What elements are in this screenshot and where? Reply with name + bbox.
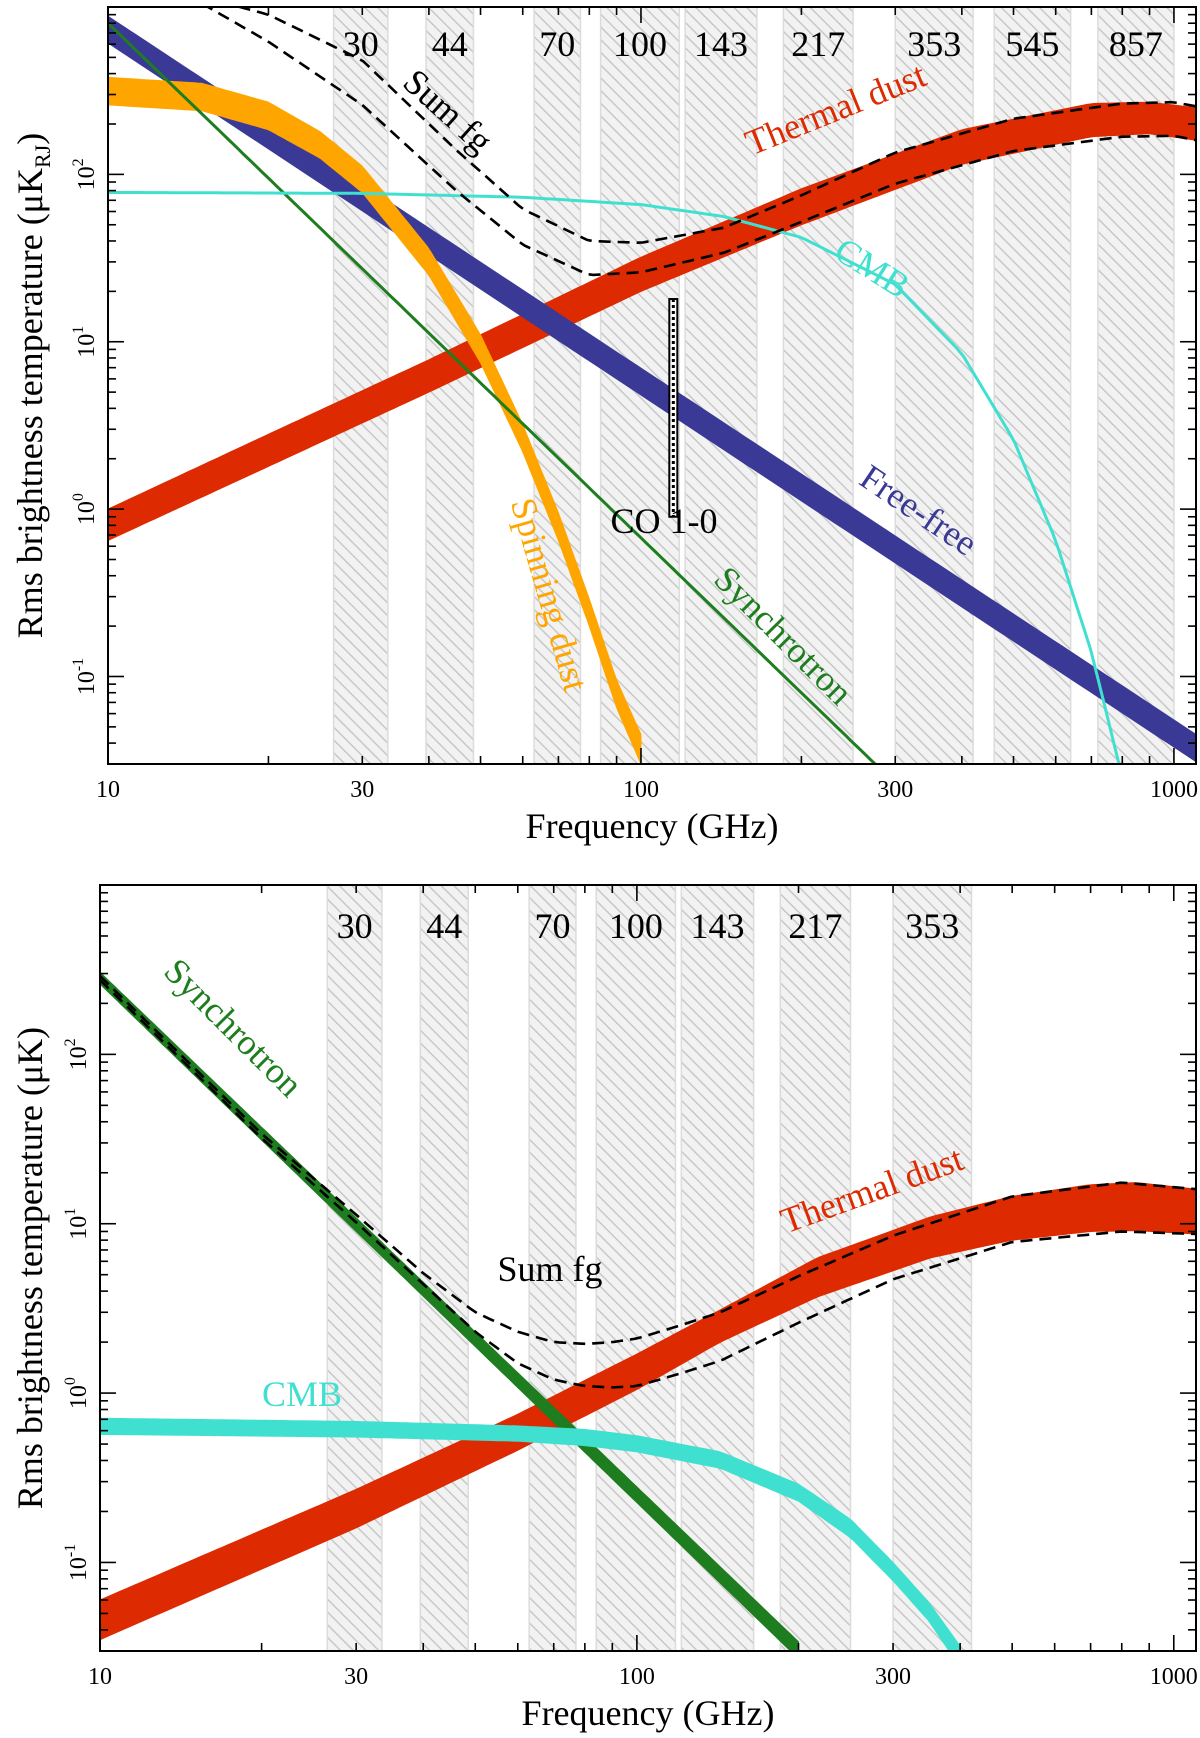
series-sum-fg-upper: [234, 7, 1196, 245]
y-tick-label-text: 10-1: [62, 1544, 92, 1581]
y-tick-label-text: 101: [70, 326, 100, 358]
band-label-353: 353: [907, 24, 961, 64]
band-143: [684, 7, 758, 764]
series-synchrotron: [100, 971, 799, 1651]
band-label-143: 143: [694, 24, 748, 64]
band-label-217: 217: [791, 24, 845, 64]
y-tick-exponent: 1: [70, 326, 87, 334]
label-synchrotron: Synchrotron: [156, 950, 310, 1104]
band-label-217: 217: [788, 906, 842, 946]
axes-frame: [107, 6, 1197, 765]
x-tick-label: 1000: [1150, 777, 1198, 803]
series-cmb: [100, 1417, 961, 1651]
band-217: [782, 7, 854, 764]
band-44: [419, 885, 469, 1651]
x-axis: 10 30 100 300 1000: [88, 885, 1198, 1690]
y-tick-exponent: -1: [70, 658, 87, 671]
y-tick-exponent: 2: [62, 1038, 79, 1046]
x-tick-label: 10: [96, 777, 120, 803]
y-tick-label: 10-1: [70, 658, 100, 695]
x-tick-label: 100: [619, 1664, 655, 1690]
series-cmb: [108, 190, 1121, 764]
y-axis-title: Rms brightness temperature (μK): [10, 1027, 50, 1509]
label-co-1-0: CO 1-0: [611, 501, 718, 541]
plot-area: [100, 885, 1196, 1651]
x-axis-title: Frequency (GHz): [522, 1693, 775, 1733]
band-label-44: 44: [432, 24, 468, 64]
y-tick-label-text: 102: [70, 158, 100, 190]
y-tick-label: 100: [70, 493, 100, 525]
y-tick-label-text: 100: [62, 1377, 92, 1409]
band-143: [680, 885, 755, 1651]
x-tick-label: 30: [350, 777, 374, 803]
band-label-30: 30: [337, 906, 373, 946]
band-70: [533, 7, 582, 764]
y-tick-exponent: 0: [62, 1377, 79, 1385]
axes-frame: [99, 884, 1197, 1652]
band-label-100: 100: [609, 906, 663, 946]
label-cmb: CMB: [262, 1374, 342, 1414]
x-tick-label: 1000: [1150, 1664, 1198, 1690]
band-label-30: 30: [343, 24, 379, 64]
band-label-545: 545: [1005, 24, 1059, 64]
y-tick-exponent: 1: [62, 1208, 79, 1216]
band-label-70: 70: [535, 906, 571, 946]
y-tick-label: 10-1: [62, 1544, 92, 1581]
y-tick-label: 102: [62, 1038, 92, 1070]
x-tick-label: 300: [877, 777, 913, 803]
y-tick-exponent: -1: [62, 1544, 79, 1557]
y-tick-exponent: 0: [70, 493, 87, 501]
x-tick-label: 300: [875, 1664, 911, 1690]
plot-area: [108, 7, 1196, 764]
x-tick-label: 10: [88, 1664, 112, 1690]
y-axis-title-close: ): [10, 133, 50, 145]
y-tick-label: 101: [70, 326, 100, 358]
y-axis-title-sub: RJ: [30, 144, 55, 168]
x-axis: 10 30 100 300 1000: [96, 7, 1198, 803]
band-label-857: 857: [1109, 24, 1163, 64]
band-label-44: 44: [426, 906, 462, 946]
band-label-353: 353: [905, 906, 959, 946]
band-label-100: 100: [613, 24, 667, 64]
series-sum-fg-lower: [100, 979, 1196, 1389]
band-label-143: 143: [690, 906, 744, 946]
y-tick-exponent: 2: [70, 158, 87, 166]
y-tick-label: 100: [62, 1377, 92, 1409]
y-tick-label-text: 10-1: [70, 658, 100, 695]
y-axis-title: Rms brightness temperature (μKRJ): [10, 133, 55, 638]
y-tick-label: 101: [62, 1208, 92, 1240]
band-353: [894, 7, 974, 764]
series-spinning-dust: [108, 76, 642, 764]
series-sum-fg-lower: [205, 7, 1196, 277]
y-tick-label-text: 102: [62, 1038, 92, 1070]
y-tick-label: 102: [70, 158, 100, 190]
y-axis-title-group: Rms brightness temperature (μKRJ): [10, 133, 55, 638]
label-sum-fg: Sum fg: [497, 1249, 602, 1289]
band-label-70: 70: [539, 24, 575, 64]
series-synchrotron: [108, 22, 877, 764]
y-tick-label-text: 101: [62, 1208, 92, 1240]
x-tick-label: 30: [344, 1664, 368, 1690]
series-sum-fg-upper: [100, 975, 1196, 1346]
y-tick-label-text: 100: [70, 493, 100, 525]
band-100: [595, 885, 677, 1651]
band-70: [528, 885, 577, 1651]
y-axis-title-group: Rms brightness temperature (μK): [10, 1027, 50, 1509]
x-tick-label: 100: [623, 777, 659, 803]
x-axis-title: Frequency (GHz): [526, 806, 779, 846]
